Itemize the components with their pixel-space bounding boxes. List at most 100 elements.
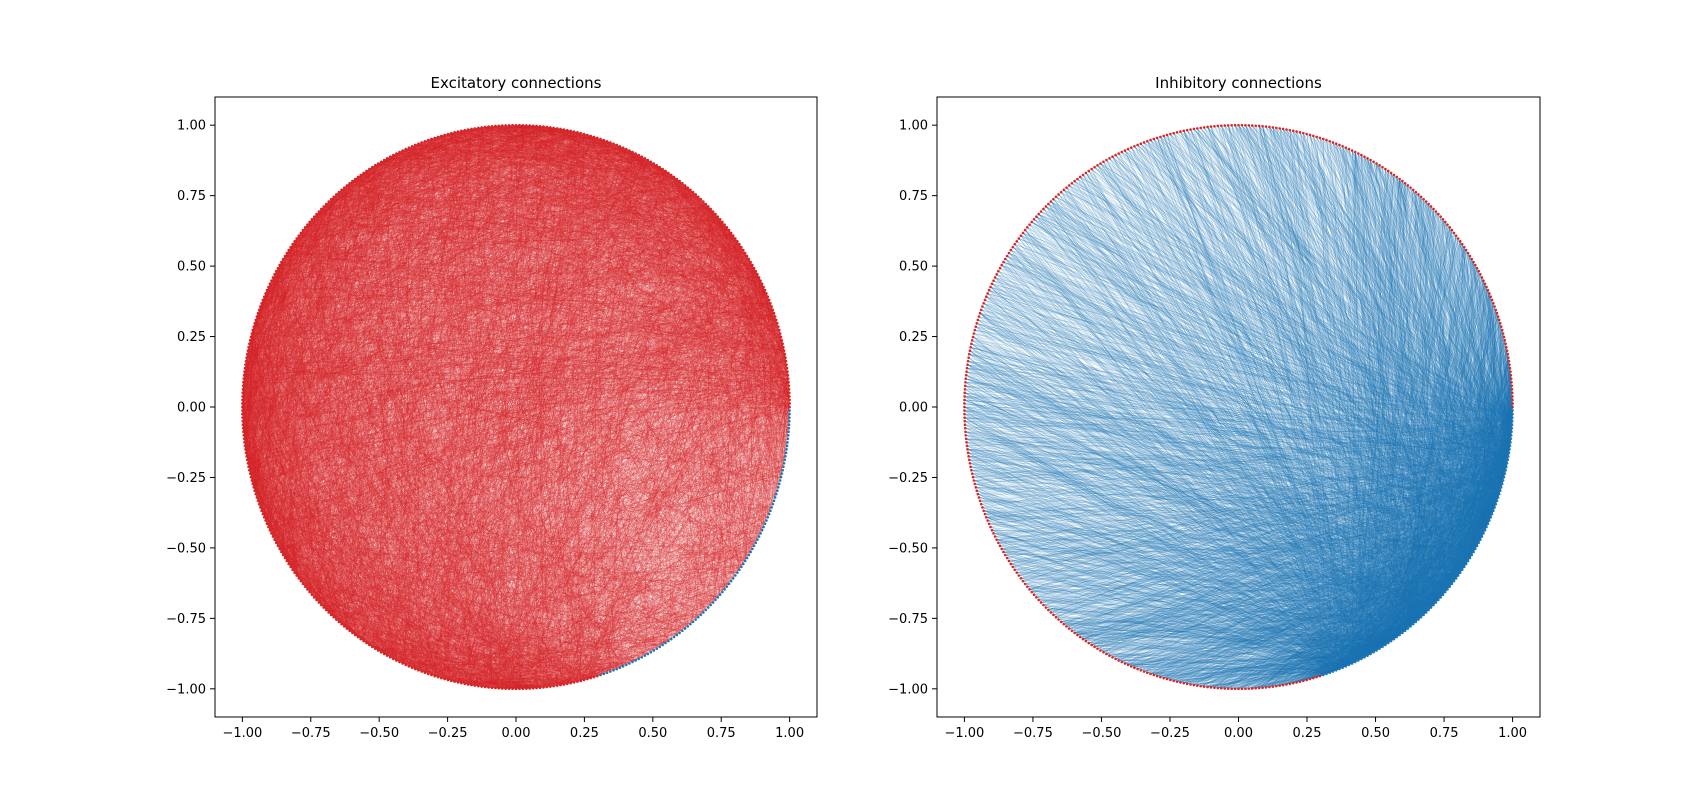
- excitatory-node: [649, 160, 653, 164]
- inhibitory-node: [711, 601, 715, 604]
- excitatory-node: [1489, 295, 1493, 299]
- excitatory-node: [672, 175, 676, 179]
- edge-bundle: [242, 125, 790, 689]
- inhibitory-node: [781, 468, 784, 472]
- excitatory-node: [531, 686, 535, 690]
- excitatory-node: [990, 282, 994, 286]
- inhibitory-node: [1419, 615, 1423, 619]
- excitatory-node: [1250, 124, 1254, 127]
- excitatory-node: [291, 568, 294, 572]
- excitatory-node: [1495, 311, 1499, 315]
- excitatory-node: [963, 391, 967, 395]
- excitatory-node: [1155, 674, 1159, 678]
- excitatory-node: [410, 145, 414, 148]
- inhibitory-node: [1507, 455, 1510, 458]
- excitatory-node: [312, 596, 316, 599]
- excitatory-node: [972, 332, 976, 335]
- excitatory-node: [342, 625, 346, 628]
- excitatory-node: [978, 499, 982, 503]
- excitatory-node: [388, 155, 392, 159]
- excitatory-node: [963, 416, 966, 419]
- excitatory-node: [241, 416, 244, 419]
- excitatory-node: [1350, 149, 1354, 152]
- excitatory-node: [420, 670, 423, 673]
- x-tick-label: −1.00: [222, 726, 262, 741]
- inhibitory-node: [615, 667, 619, 671]
- excitatory-node: [1496, 315, 1500, 318]
- excitatory-node: [788, 398, 791, 402]
- inhibitory-node: [786, 433, 790, 437]
- excitatory-node: [1028, 223, 1031, 226]
- excitatory-node: [969, 345, 972, 349]
- inhibitory-node: [1403, 629, 1407, 633]
- inhibitory-node: [1331, 670, 1335, 673]
- excitatory-node: [964, 430, 967, 434]
- excitatory-node: [545, 685, 549, 689]
- inhibitory-node: [738, 568, 741, 572]
- excitatory-node: [751, 263, 754, 267]
- excitatory-node: [241, 405, 244, 409]
- excitatory-node: [385, 654, 389, 657]
- inhibitory-node: [655, 647, 659, 650]
- excitatory-node: [463, 128, 467, 132]
- excitatory-node: [669, 173, 673, 177]
- excitatory-node: [1081, 637, 1085, 641]
- excitatory-node: [308, 590, 311, 594]
- excitatory-node: [1460, 242, 1464, 246]
- excitatory-node: [1030, 590, 1034, 594]
- excitatory-node: [248, 472, 252, 475]
- edge-bundle: [242, 125, 790, 689]
- excitatory-node: [569, 129, 572, 133]
- y-tick-label: −0.75: [888, 612, 928, 627]
- x-tick-label: −0.50: [359, 726, 399, 741]
- excitatory-node: [426, 672, 430, 676]
- excitatory-node: [1344, 146, 1348, 149]
- inhibitory-node: [1464, 562, 1468, 566]
- excitatory-node: [404, 147, 408, 151]
- inhibitory-node: [1406, 627, 1410, 630]
- excitatory-node: [443, 677, 446, 681]
- excitatory-node: [788, 405, 791, 409]
- excitatory-node: [1318, 136, 1322, 140]
- excitatory-node: [382, 158, 386, 162]
- excitatory-node: [1099, 162, 1102, 165]
- excitatory-node: [1175, 680, 1179, 683]
- excitatory-node: [974, 325, 978, 328]
- excitatory-node: [1325, 138, 1328, 142]
- excitatory-node: [699, 197, 703, 201]
- excitatory-node: [310, 593, 314, 596]
- inhibitory-node: [1493, 506, 1496, 509]
- y-tick-label: −1.00: [166, 682, 206, 697]
- excitatory-node: [1360, 153, 1363, 157]
- inhibitory-node: [734, 574, 737, 577]
- excitatory-node: [971, 475, 975, 479]
- excitatory-node: [246, 349, 250, 353]
- excitatory-node: [271, 535, 275, 538]
- excitatory-node: [324, 202, 328, 206]
- excitatory-node: [1005, 254, 1009, 258]
- excitatory-node: [531, 124, 535, 128]
- excitatory-node: [979, 308, 983, 312]
- excitatory-node: [1202, 685, 1206, 688]
- excitatory-node: [762, 285, 765, 289]
- excitatory-node: [241, 426, 245, 430]
- excitatory-node: [599, 137, 602, 141]
- excitatory-node: [1295, 681, 1298, 684]
- excitatory-node: [589, 134, 592, 138]
- inhibitory-node: [661, 643, 664, 647]
- excitatory-edges: [242, 125, 790, 689]
- excitatory-node: [1422, 197, 1425, 201]
- excitatory-node: [1509, 370, 1512, 373]
- excitatory-node: [968, 461, 972, 465]
- excitatory-node: [978, 311, 982, 315]
- inhibitory-node: [1470, 553, 1474, 557]
- excitatory-node: [1084, 171, 1088, 175]
- excitatory-node: [426, 138, 430, 142]
- excitatory-node: [1047, 202, 1050, 206]
- excitatory-node: [637, 153, 640, 157]
- excitatory-node: [723, 223, 726, 226]
- excitatory-node: [709, 207, 712, 211]
- excitatory-node: [1067, 627, 1071, 630]
- excitatory-node: [1133, 145, 1136, 148]
- inhibitory-node: [769, 509, 772, 513]
